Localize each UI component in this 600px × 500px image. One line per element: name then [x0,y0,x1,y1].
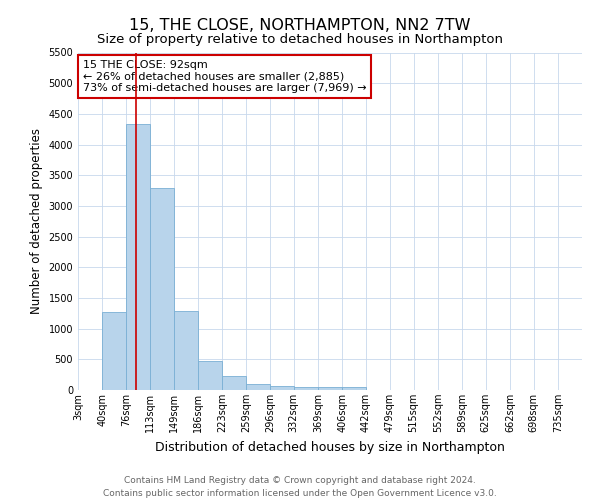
Y-axis label: Number of detached properties: Number of detached properties [30,128,43,314]
Bar [198,360,222,390]
Bar [222,376,246,390]
Text: Contains HM Land Registry data © Crown copyright and database right 2024.
Contai: Contains HM Land Registry data © Crown c… [103,476,497,498]
Bar [318,387,342,390]
Bar [173,312,198,390]
Bar [293,386,318,390]
Bar [102,312,126,390]
Bar [342,387,366,390]
Text: 15 THE CLOSE: 92sqm
← 26% of detached houses are smaller (2,885)
73% of semi-det: 15 THE CLOSE: 92sqm ← 26% of detached ho… [83,60,366,93]
Bar [246,384,270,390]
Text: 15, THE CLOSE, NORTHAMPTON, NN2 7TW: 15, THE CLOSE, NORTHAMPTON, NN2 7TW [129,18,471,32]
Text: Size of property relative to detached houses in Northampton: Size of property relative to detached ho… [97,32,503,46]
Bar [126,124,150,390]
Bar [270,386,293,390]
Bar [150,188,173,390]
X-axis label: Distribution of detached houses by size in Northampton: Distribution of detached houses by size … [155,440,505,454]
